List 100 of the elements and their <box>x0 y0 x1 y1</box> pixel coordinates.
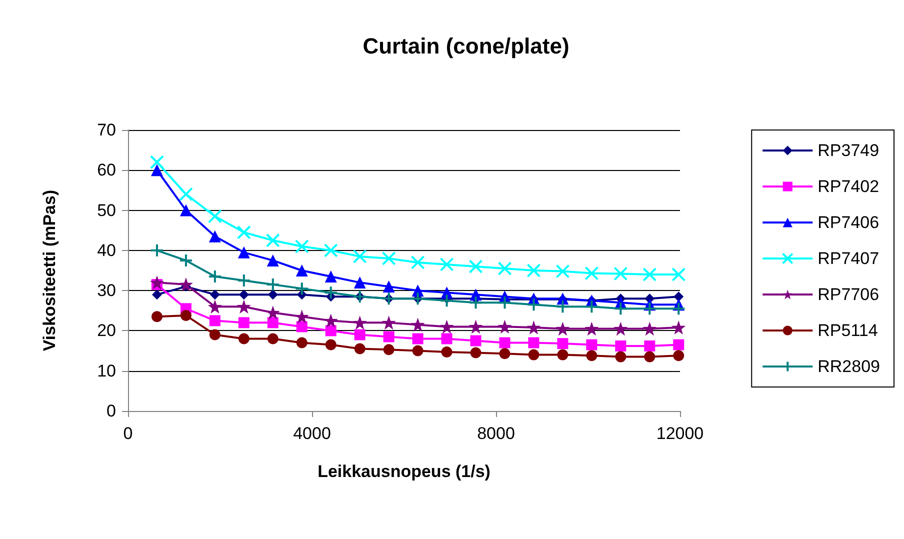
point <box>440 320 454 334</box>
point <box>528 337 540 348</box>
legend-label: RP7706 <box>818 285 880 304</box>
point <box>324 243 338 258</box>
point <box>498 296 512 310</box>
x-axis-title: Leikkausnopeus (1/s) <box>318 462 490 481</box>
point <box>498 261 512 276</box>
point <box>178 278 193 292</box>
point <box>324 270 337 283</box>
point <box>294 239 309 254</box>
point <box>644 340 656 352</box>
point <box>410 318 425 332</box>
legend-label: RP7406 <box>818 213 880 232</box>
point <box>209 315 220 326</box>
point <box>672 320 686 335</box>
point <box>268 290 278 300</box>
point <box>150 164 163 176</box>
point <box>468 296 483 310</box>
y-tick-label: 10 <box>97 361 116 380</box>
point <box>208 300 222 314</box>
y-tick-label: 40 <box>97 240 116 260</box>
point <box>412 345 424 356</box>
point <box>210 290 220 300</box>
point <box>382 280 395 293</box>
y-tick-label: 70 <box>97 120 116 140</box>
point <box>584 322 599 336</box>
point <box>557 338 568 350</box>
point <box>584 300 599 314</box>
point <box>267 317 278 328</box>
point <box>180 204 192 216</box>
point <box>499 348 510 360</box>
point <box>150 276 164 290</box>
x-tick-label: 8000 <box>477 424 515 443</box>
point <box>410 255 425 270</box>
point <box>208 270 222 284</box>
point <box>557 349 568 360</box>
point <box>294 310 309 324</box>
point <box>614 266 628 281</box>
point <box>526 320 541 335</box>
legend-label: RR2809 <box>818 357 880 376</box>
point <box>498 320 512 334</box>
point <box>236 274 251 288</box>
point <box>673 339 684 350</box>
point <box>672 302 686 316</box>
y-tick-label: 50 <box>97 200 116 220</box>
point <box>294 282 309 296</box>
point <box>208 230 221 242</box>
point <box>615 351 626 362</box>
point <box>440 294 454 308</box>
y-tick-label: 60 <box>97 160 116 180</box>
point <box>266 254 279 266</box>
point <box>642 322 657 336</box>
point <box>151 311 162 322</box>
point <box>266 278 280 292</box>
point <box>673 350 684 362</box>
point <box>499 337 510 348</box>
point <box>150 155 164 170</box>
point <box>266 233 280 248</box>
point <box>209 329 220 340</box>
point <box>150 243 164 258</box>
point <box>470 347 482 358</box>
point <box>266 306 280 320</box>
point <box>178 187 193 202</box>
legend-label: RP3749 <box>818 141 880 160</box>
legend-label: RP7402 <box>818 177 880 196</box>
point <box>238 333 250 344</box>
y-tick-label: 30 <box>97 281 116 300</box>
point <box>352 249 367 264</box>
point <box>642 268 657 282</box>
point <box>296 337 308 348</box>
point <box>440 257 454 272</box>
point <box>296 264 308 276</box>
y-axis-title: Viskositeetti (mPas) <box>40 190 59 352</box>
point <box>586 339 598 350</box>
legend-label: RP7407 <box>818 249 880 268</box>
point <box>526 264 541 278</box>
point <box>152 290 162 300</box>
point <box>468 320 483 334</box>
point <box>470 335 482 346</box>
point <box>556 300 570 314</box>
point <box>354 276 366 289</box>
x-tick-label: 4000 <box>293 424 331 443</box>
point <box>325 325 336 336</box>
point <box>296 321 308 332</box>
y-tick-label: 20 <box>97 321 116 340</box>
point <box>642 302 657 316</box>
point <box>325 339 336 350</box>
point <box>238 317 250 328</box>
point <box>586 350 598 362</box>
point <box>383 344 394 356</box>
point <box>441 333 452 344</box>
point <box>208 209 222 224</box>
point <box>526 298 541 312</box>
point <box>382 316 396 330</box>
point <box>468 259 483 274</box>
x-tick-label: 12000 <box>656 424 704 443</box>
point <box>324 286 338 300</box>
point <box>354 343 366 354</box>
y-tick-label: 0 <box>106 402 116 420</box>
point <box>584 266 599 280</box>
